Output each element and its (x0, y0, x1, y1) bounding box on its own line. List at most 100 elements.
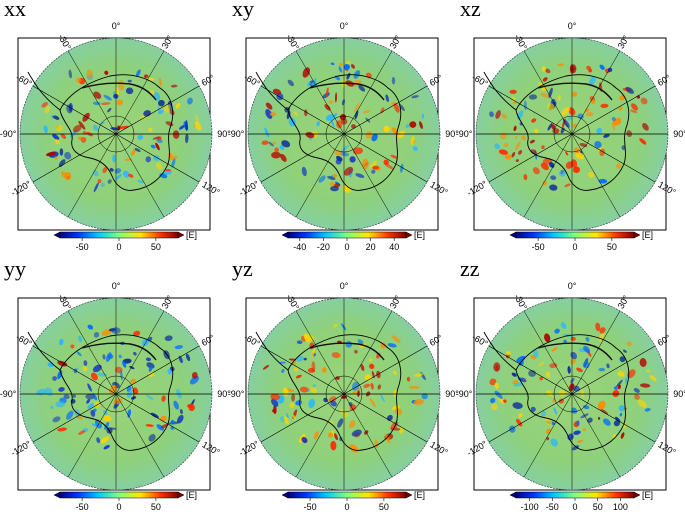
colorbar (287, 231, 407, 239)
colorbar (59, 491, 179, 499)
graticule (248, 38, 440, 230)
ice-shelf-edge (537, 342, 613, 361)
anomaly-blob (631, 103, 638, 111)
anomaly-blob (546, 390, 553, 397)
anomaly-blob (164, 104, 171, 113)
anomaly-blob (545, 371, 551, 378)
anomaly-blob (171, 158, 176, 168)
anomaly-blob (53, 115, 60, 120)
anomaly-blob (305, 132, 315, 139)
anomaly-blob (552, 397, 556, 403)
anomaly-blob (289, 402, 295, 409)
angle-label: 30° (160, 33, 176, 50)
anomaly-blob (498, 149, 508, 155)
anomaly-blob (600, 103, 609, 109)
continent-outline (287, 74, 402, 191)
anomaly-blob (160, 423, 169, 429)
anomaly-blob (390, 154, 398, 159)
anomaly-blob (113, 398, 123, 405)
anomaly-blob (532, 167, 540, 175)
angle-label: 90° (445, 389, 459, 399)
anomaly-blob (363, 383, 371, 388)
anomaly-blob (528, 369, 537, 377)
anomaly-blob (330, 400, 337, 407)
anomaly-blob (58, 338, 64, 346)
anomaly-blob (639, 138, 647, 145)
anomaly-blob (400, 163, 404, 173)
anomaly-blob (307, 81, 311, 87)
colorbar-tick-label: -50 (76, 242, 89, 252)
anomaly-blob (352, 391, 356, 395)
anomaly-blob (511, 372, 517, 377)
anomaly-blob (380, 342, 387, 349)
anomaly-blob (171, 419, 175, 425)
colorbar-tick-label: 50 (151, 242, 161, 252)
anomaly-blob (649, 375, 657, 382)
angle-label: -30° (284, 32, 301, 52)
anomaly-blob (633, 387, 640, 393)
anomaly-blob (529, 139, 535, 144)
anomaly-blob (343, 166, 354, 176)
anomaly-blob (573, 147, 580, 154)
anomaly-blob (493, 362, 501, 372)
colorbar-tick-label: -50 (532, 242, 545, 252)
anomaly-blob (406, 376, 411, 382)
anomaly-blob (270, 393, 280, 401)
colorbar-tick-label: 50 (379, 502, 389, 512)
anomaly-blob (544, 333, 551, 343)
anomaly-blob (125, 87, 134, 95)
anomaly-blob (585, 112, 594, 117)
anomaly-blob (43, 125, 48, 134)
ice-shelf-edge (81, 82, 157, 101)
colorbar-tick-label: 40 (389, 242, 399, 252)
colorbar-unit: [E] (186, 490, 197, 500)
anomaly-blob (112, 154, 116, 163)
anomaly-blob (129, 366, 135, 370)
colorbar-tick-label: 0 (572, 502, 577, 512)
graticule (476, 38, 668, 230)
anomaly-blob (265, 109, 273, 119)
anomaly-blob (495, 110, 501, 119)
anomaly-blob (515, 159, 519, 163)
anomaly-blob (539, 376, 544, 381)
anomaly-blob (370, 382, 374, 390)
anomaly-blob (152, 136, 160, 140)
anomaly-blob (265, 102, 273, 110)
anomaly-blob (561, 106, 571, 116)
angle-label: 90° (673, 389, 685, 399)
colorbar-max-arrow (405, 491, 413, 499)
anomaly-blob (178, 355, 183, 364)
anomaly-blob (273, 405, 277, 415)
angle-label: 90° (445, 129, 459, 139)
anomaly-blob (503, 142, 509, 148)
anomaly-blob (523, 100, 527, 111)
anomaly-blob (311, 348, 316, 358)
angle-label: 30° (160, 293, 176, 310)
continent-outline (287, 334, 402, 451)
anomaly-blob (501, 113, 508, 119)
anomaly-blob (550, 175, 557, 181)
anomaly-blob (419, 121, 423, 130)
anomaly-blob (611, 122, 616, 131)
anomaly-blob (283, 416, 289, 425)
anomaly-blob (393, 389, 398, 397)
anomaly-blob (497, 396, 504, 404)
anomaly-blob (582, 427, 586, 432)
angle-label: -90° (0, 389, 17, 399)
anomaly-blob (357, 339, 364, 345)
anomaly-blob (107, 179, 112, 184)
anomaly-blob (576, 420, 580, 426)
anomaly-layer (489, 322, 657, 451)
anomaly-blob (352, 147, 364, 155)
peninsula-outline (255, 331, 289, 371)
anomaly-blob (54, 156, 58, 160)
anomaly-blob (336, 155, 343, 162)
anomaly-blob (573, 166, 580, 174)
graticule (20, 298, 212, 490)
anomaly-blob (518, 413, 523, 418)
anomaly-blob (380, 394, 385, 402)
anomaly-blob (56, 125, 64, 132)
colorbar-unit: [E] (642, 230, 653, 240)
anomaly-blob (617, 384, 621, 390)
angle-label: 120° (656, 439, 677, 457)
